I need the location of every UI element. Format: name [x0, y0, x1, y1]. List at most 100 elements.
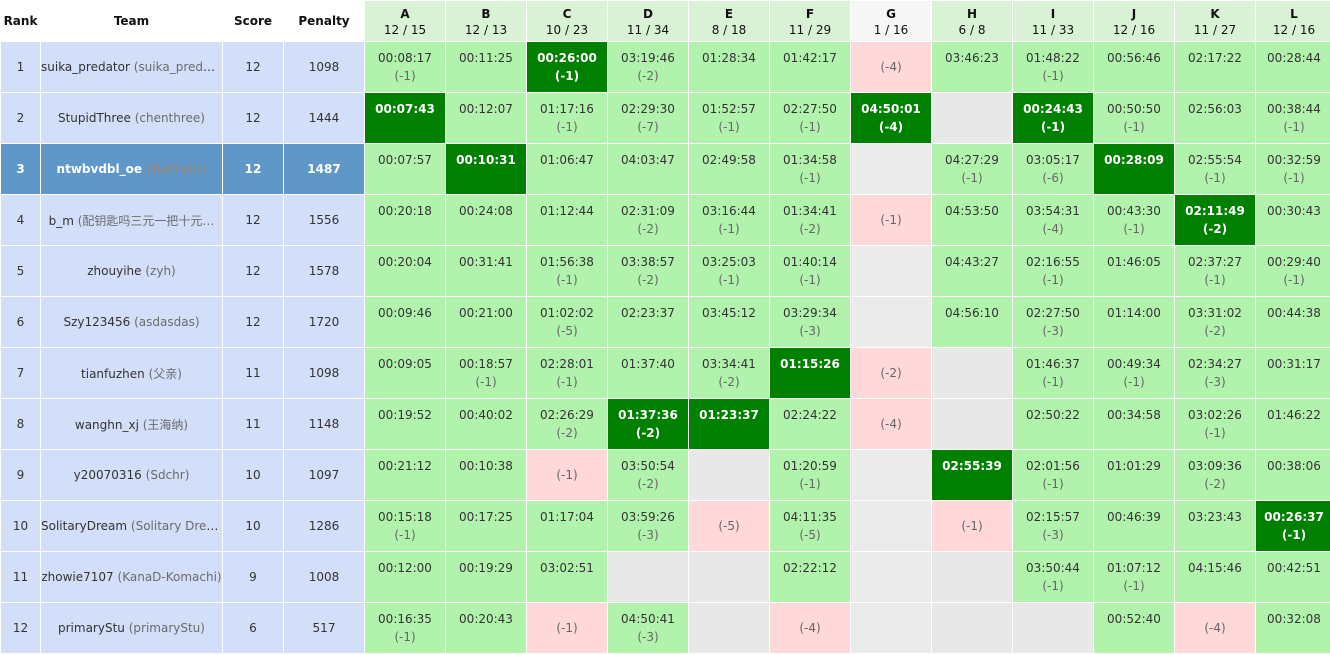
problem-cell-e[interactable]: 03:45:12 — [689, 297, 770, 348]
problem-cell-h[interactable]: 02:55:39 — [932, 450, 1013, 501]
problem-cell-k[interactable]: 03:02:26(-1) — [1175, 399, 1256, 450]
problem-cell-a[interactable]: 00:12:00 — [365, 552, 446, 603]
problem-cell-h[interactable]: 04:27:29(-1) — [932, 144, 1013, 195]
team-cell[interactable]: SolitaryDream (Solitary Dream) — [41, 501, 223, 552]
problem-cell-f[interactable]: 01:15:26 — [770, 348, 851, 399]
problem-cell-j[interactable]: 00:49:34(-1) — [1094, 348, 1175, 399]
problem-cell-j[interactable]: 00:52:40 — [1094, 603, 1175, 654]
problem-cell-k[interactable]: 02:11:49(-2) — [1175, 195, 1256, 246]
problem-cell-b[interactable]: 00:10:31 — [446, 144, 527, 195]
problem-cell-k[interactable]: 02:37:27(-1) — [1175, 246, 1256, 297]
problem-cell-i[interactable]: 03:05:17(-6) — [1013, 144, 1094, 195]
problem-cell-e[interactable]: 01:23:37 — [689, 399, 770, 450]
problem-cell-j[interactable]: 00:28:09 — [1094, 144, 1175, 195]
problem-cell-h[interactable]: 04:56:10 — [932, 297, 1013, 348]
problem-cell-d[interactable]: 01:37:40 — [608, 348, 689, 399]
team-cell[interactable]: b_m (配钥匙吗三元一把十元… — [41, 195, 223, 246]
problem-cell-l[interactable]: 00:42:51 — [1256, 552, 1330, 603]
problem-cell-e[interactable]: (-5) — [689, 501, 770, 552]
problem-cell-b[interactable]: 00:24:08 — [446, 195, 527, 246]
problem-cell-b[interactable]: 00:40:02 — [446, 399, 527, 450]
team-cell[interactable]: suika_predator (suika_predat… — [41, 42, 223, 93]
problem-cell-g[interactable]: (-2) — [851, 348, 932, 399]
problem-cell-d[interactable]: 03:38:57(-2) — [608, 246, 689, 297]
problem-cell-l[interactable]: 00:32:59(-1) — [1256, 144, 1330, 195]
problem-cell-l[interactable]: 00:29:40(-1) — [1256, 246, 1330, 297]
problem-cell-e[interactable]: 01:52:57(-1) — [689, 93, 770, 144]
problem-cell-k[interactable]: 02:34:27(-3) — [1175, 348, 1256, 399]
problem-cell-b[interactable]: 00:21:00 — [446, 297, 527, 348]
problem-cell-k[interactable]: 04:15:46 — [1175, 552, 1256, 603]
problem-cell-i[interactable]: 02:15:57(-3) — [1013, 501, 1094, 552]
problem-cell-f[interactable]: 01:34:58(-1) — [770, 144, 851, 195]
rank-header[interactable]: Rank — [1, 1, 41, 42]
penalty-header[interactable]: Penalty — [284, 1, 365, 42]
problem-cell-f[interactable]: 02:24:22 — [770, 399, 851, 450]
problem-cell-d[interactable]: 03:19:46(-2) — [608, 42, 689, 93]
problem-cell-h[interactable]: 03:46:23 — [932, 42, 1013, 93]
problem-cell-k[interactable]: 02:56:03 — [1175, 93, 1256, 144]
problem-cell-f[interactable]: 01:20:59(-1) — [770, 450, 851, 501]
problem-cell-f[interactable]: 02:27:50(-1) — [770, 93, 851, 144]
problem-cell-i[interactable]: 01:46:37(-1) — [1013, 348, 1094, 399]
team-header[interactable]: Team — [41, 1, 223, 42]
problem-cell-e[interactable]: 03:34:41(-2) — [689, 348, 770, 399]
team-cell[interactable]: primaryStu (primaryStu) — [41, 603, 223, 654]
problem-cell-c[interactable]: 00:26:00(-1) — [527, 42, 608, 93]
problem-cell-g[interactable]: (-4) — [851, 42, 932, 93]
problem-cell-k[interactable]: 02:55:54(-1) — [1175, 144, 1256, 195]
problem-cell-c[interactable]: (-1) — [527, 450, 608, 501]
problem-cell-a[interactable]: 00:21:12 — [365, 450, 446, 501]
problem-cell-h[interactable]: (-1) — [932, 501, 1013, 552]
problem-cell-f[interactable]: 01:40:14(-1) — [770, 246, 851, 297]
problem-cell-c[interactable]: 02:26:29(-2) — [527, 399, 608, 450]
problem-cell-h[interactable]: 04:53:50 — [932, 195, 1013, 246]
problem-cell-a[interactable]: 00:20:18 — [365, 195, 446, 246]
problem-cell-i[interactable]: 02:50:22 — [1013, 399, 1094, 450]
problem-cell-b[interactable]: 00:11:25 — [446, 42, 527, 93]
problem-cell-b[interactable]: 00:10:38 — [446, 450, 527, 501]
problem-cell-c[interactable]: 01:17:04 — [527, 501, 608, 552]
problem-cell-c[interactable]: 01:12:44 — [527, 195, 608, 246]
problem-cell-a[interactable]: 00:07:43 — [365, 93, 446, 144]
problem-cell-l[interactable]: 00:32:08 — [1256, 603, 1330, 654]
problem-cell-l[interactable]: 01:46:22 — [1256, 399, 1330, 450]
problem-cell-b[interactable]: 00:31:41 — [446, 246, 527, 297]
problem-cell-e[interactable]: 03:25:03(-1) — [689, 246, 770, 297]
problem-cell-k[interactable]: 03:09:36(-2) — [1175, 450, 1256, 501]
problem-cell-c[interactable]: 03:02:51 — [527, 552, 608, 603]
team-cell[interactable]: StupidThree (chenthree) — [41, 93, 223, 144]
team-cell[interactable]: y20070316 (Sdchr) — [41, 450, 223, 501]
problem-cell-j[interactable]: 00:50:50(-1) — [1094, 93, 1175, 144]
problem-cell-d[interactable]: 02:29:30(-7) — [608, 93, 689, 144]
problem-cell-a[interactable]: 00:20:04 — [365, 246, 446, 297]
team-cell[interactable]: tianfuzhen (父亲) — [41, 348, 223, 399]
problem-cell-d[interactable]: 01:37:36(-2) — [608, 399, 689, 450]
problem-cell-l[interactable]: 00:38:44(-1) — [1256, 93, 1330, 144]
problem-cell-a[interactable]: 00:09:46 — [365, 297, 446, 348]
problem-cell-e[interactable]: 03:16:44(-1) — [689, 195, 770, 246]
problem-cell-i[interactable]: 03:50:44(-1) — [1013, 552, 1094, 603]
problem-cell-b[interactable]: 00:20:43 — [446, 603, 527, 654]
problem-cell-d[interactable]: 02:31:09(-2) — [608, 195, 689, 246]
team-cell[interactable]: ntwbvdbl_oe (Refrain) — [41, 144, 223, 195]
problem-cell-k[interactable]: 03:23:43 — [1175, 501, 1256, 552]
problem-cell-i[interactable]: 02:16:55(-1) — [1013, 246, 1094, 297]
problem-cell-g[interactable]: (-4) — [851, 399, 932, 450]
problem-cell-d[interactable]: 04:50:41(-3) — [608, 603, 689, 654]
problem-cell-l[interactable]: 00:28:44 — [1256, 42, 1330, 93]
score-header[interactable]: Score — [223, 1, 284, 42]
problem-cell-a[interactable]: 00:15:18(-1) — [365, 501, 446, 552]
